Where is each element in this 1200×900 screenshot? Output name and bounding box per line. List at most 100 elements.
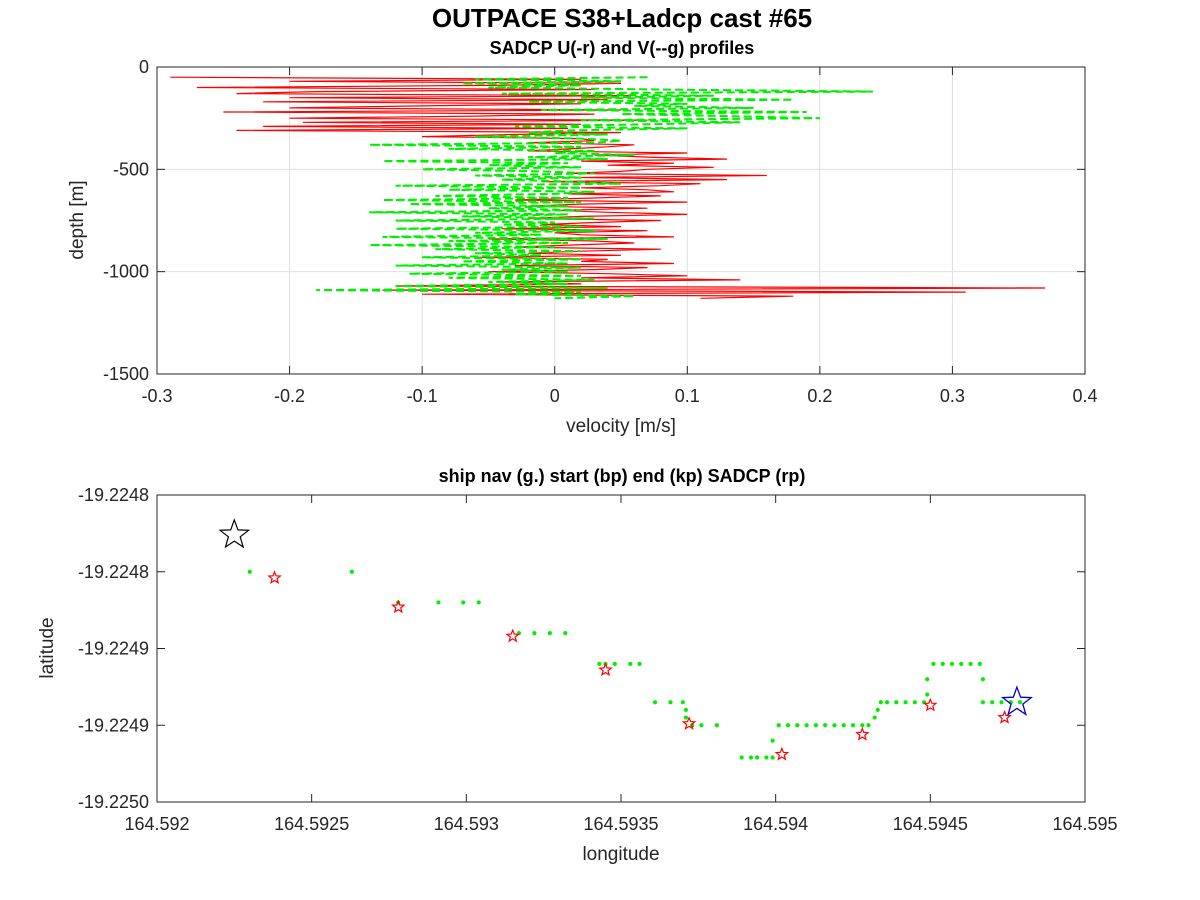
nav-ytick-label: -19.2248	[78, 485, 149, 505]
profile-panel: SADCP U(-r) and V(--g) profiles -0.3 -0.2…	[67, 38, 1098, 437]
ship-nav-point	[980, 677, 986, 682]
ship-nav-point	[804, 723, 809, 728]
nav-ytick-label: -19.2248	[78, 562, 149, 582]
ship-nav-point	[247, 569, 252, 574]
ship-nav-point	[1017, 700, 1023, 705]
profile-lines	[170, 76, 1046, 300]
sadcp-point	[505, 628, 520, 643]
nav-xtick-label: 164.5945	[893, 814, 968, 834]
sadcp-point	[923, 697, 938, 712]
nav-ytick-label: -19.2250	[78, 792, 149, 812]
ship-nav-point	[652, 700, 658, 705]
ship-nav-point	[597, 661, 602, 666]
ship-nav-point	[770, 738, 775, 743]
profile-xtick-label: 0	[550, 386, 560, 406]
nav-title: ship nav (g.) start (bp) end (kp) SADCP …	[439, 466, 806, 486]
sadcp-point	[681, 716, 697, 730]
ship-nav-point	[714, 723, 719, 728]
profile-xtick-label: -0.3	[141, 386, 172, 406]
ship-nav-point	[903, 700, 908, 705]
ship-nav-point	[860, 723, 865, 728]
ship-nav-point	[949, 661, 955, 666]
ship-nav-point	[832, 723, 837, 728]
sadcp-point	[855, 726, 870, 741]
ship-nav-point	[823, 723, 828, 728]
ship-nav-point	[912, 700, 917, 705]
nav-axes-box	[157, 495, 1085, 802]
ship-nav-point	[739, 755, 744, 760]
sadcp-point	[997, 709, 1012, 724]
ship-nav-point	[875, 707, 880, 713]
ship-nav-point	[894, 700, 899, 705]
ship-nav-point	[770, 755, 775, 760]
profile-ylabel: depth [m]	[67, 180, 88, 259]
nav-xtick-label: 164.593	[434, 814, 499, 834]
nav-xtick-label: 164.5935	[583, 814, 658, 834]
ship-nav-point	[872, 715, 877, 720]
nav-ytick-label: -19.2249	[78, 715, 149, 735]
nav-xlabel: longitude	[582, 844, 659, 865]
sadcp-point	[391, 599, 406, 614]
nav-marks	[218, 518, 1034, 761]
end-star	[218, 518, 251, 549]
ship-nav-point	[637, 661, 642, 666]
ship-nav-point	[461, 600, 466, 605]
profile-xtick-label: 0.2	[807, 386, 832, 406]
profile-xtick-label: 0.3	[940, 386, 965, 406]
ship-nav-point	[476, 600, 481, 605]
ship-nav-point	[755, 755, 760, 760]
ship-nav-point	[532, 631, 537, 636]
sadcp-point	[267, 570, 282, 585]
ship-nav-point	[628, 661, 633, 666]
ship-nav-point	[850, 723, 856, 728]
ship-nav-point	[699, 723, 704, 728]
ship-nav-point	[931, 661, 936, 666]
ship-nav-point	[668, 700, 673, 705]
ship-nav-point	[764, 755, 769, 760]
profile-ytick-label: 0	[139, 57, 149, 77]
ship-nav-point	[683, 715, 689, 720]
ship-nav-point	[785, 723, 791, 728]
nav-panel: ship nav (g.) start (bp) end (kp) SADCP …	[37, 466, 1118, 865]
ship-nav-point	[436, 600, 441, 605]
profile-xlabel: velocity [m/s]	[566, 416, 676, 437]
ship-nav-point	[925, 692, 930, 697]
profile-series-u	[170, 76, 1046, 299]
profile-axes-box	[157, 67, 1085, 374]
nav-xtick-label: 164.592	[124, 814, 189, 834]
nav-ylabel: latitude	[37, 617, 58, 678]
profile-ytick-label: -1000	[103, 262, 149, 282]
sadcp-point	[774, 746, 790, 761]
ship-nav-point	[878, 700, 883, 705]
profile-xtick-label: -0.1	[407, 386, 438, 406]
ship-nav-point	[612, 661, 617, 666]
ship-nav-point	[980, 700, 986, 705]
ship-nav-point	[999, 700, 1004, 705]
nav-xtick-label: 164.5925	[274, 814, 349, 834]
ship-nav-point	[683, 707, 689, 713]
nav-ytick-label: -19.2249	[78, 639, 149, 659]
ship-nav-point	[776, 723, 781, 728]
nav-ticks: 164.592 164.5925 164.593 164.5935 164.594 164…	[78, 485, 1118, 834]
ship-nav-point	[748, 755, 754, 760]
ship-nav-point	[940, 661, 945, 666]
ship-nav-point	[349, 569, 354, 574]
profile-xtick-label: 0.4	[1072, 386, 1097, 406]
profile-title: SADCP U(-r) and V(--g) profiles	[490, 38, 755, 58]
start-star	[1000, 685, 1034, 716]
figure-title: OUTPACE S38+Ladcp cast #65	[432, 3, 812, 33]
ship-nav-point	[563, 631, 568, 636]
ship-nav-point	[813, 723, 818, 728]
ship-nav-point	[841, 723, 846, 728]
ship-nav-point	[968, 661, 973, 666]
ship-nav-point	[680, 700, 685, 705]
ship-nav-point	[990, 700, 995, 705]
ship-nav-point	[884, 700, 890, 705]
ship-nav-point	[547, 631, 552, 636]
ship-nav-point	[925, 677, 930, 682]
ship-nav-point	[866, 723, 871, 728]
profile-ticks: -0.3 -0.2 -0.1 0 0.1 0.2 0.3 0.4 0 -500 -1000 -1500	[103, 57, 1098, 406]
profile-axes-frame	[156, 66, 1086, 375]
profile-ytick-label: -1500	[103, 364, 149, 384]
ship-nav-point	[959, 661, 964, 666]
